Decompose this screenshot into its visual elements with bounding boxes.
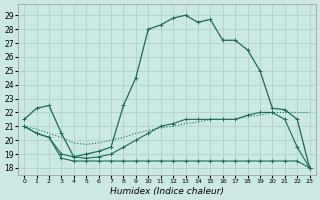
X-axis label: Humidex (Indice chaleur): Humidex (Indice chaleur) <box>110 187 224 196</box>
